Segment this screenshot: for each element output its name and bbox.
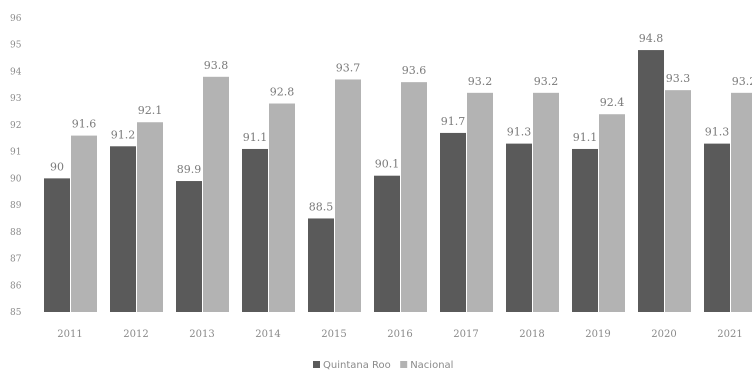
bar-nacional-2021 xyxy=(731,92,752,312)
y-axis: 85 86 87 88 89 90 91 92 93 94 95 96 xyxy=(10,14,22,318)
data-label: 91.7 xyxy=(441,115,466,128)
y-tick-label: 95 xyxy=(10,41,22,51)
bar-quintana-roo-2020 xyxy=(638,50,664,313)
bar-nacional-2015 xyxy=(335,79,361,313)
bar-nacional-2012 xyxy=(137,122,163,313)
x-tick-label: 2015 xyxy=(321,329,346,340)
data-label: 89.9 xyxy=(177,163,202,176)
bar-nacional-2020 xyxy=(665,90,691,312)
bar-quintana-roo-2014 xyxy=(242,148,268,312)
bar-nacional-2019 xyxy=(599,114,625,312)
legend-label: Quintana Roo xyxy=(323,360,391,371)
y-tick-label: 96 xyxy=(10,14,22,24)
data-label: 93.2 xyxy=(732,75,752,88)
data-label: 93.3 xyxy=(666,72,691,85)
legend-label: Nacional xyxy=(410,360,453,371)
x-tick-label: 2021 xyxy=(717,329,742,340)
data-label: 93.2 xyxy=(468,75,493,88)
data-label: 91.1 xyxy=(243,131,268,144)
data-label: 93.7 xyxy=(336,61,361,74)
data-label: 92.8 xyxy=(270,86,295,99)
y-tick-label: 93 xyxy=(10,94,22,104)
y-tick-label: 90 xyxy=(10,174,22,184)
bar-nacional-2014 xyxy=(269,103,295,312)
y-tick-label: 91 xyxy=(10,148,21,158)
bar-quintana-roo-2019 xyxy=(572,148,598,312)
bar-nacional-2016 xyxy=(401,82,427,313)
data-label: 91.3 xyxy=(507,126,532,139)
bar-quintana-roo-2017 xyxy=(440,132,466,312)
data-label: 94.8 xyxy=(639,32,664,45)
bar-quintana-roo-2012 xyxy=(110,146,136,312)
bar-quintana-roo-2016 xyxy=(374,175,400,312)
y-tick-label: 92 xyxy=(10,121,21,131)
bar-quintana-roo-2011 xyxy=(44,178,70,312)
x-tick-label: 2012 xyxy=(123,329,148,340)
y-tick-label: 88 xyxy=(10,228,22,238)
x-tick-label: 2014 xyxy=(255,329,280,340)
x-tick-label: 2013 xyxy=(189,329,214,340)
y-tick-label: 87 xyxy=(10,255,22,265)
legend-swatch-nacional xyxy=(400,361,408,368)
data-label: 90.1 xyxy=(375,158,400,171)
bar-nacional-2011 xyxy=(71,135,97,312)
y-tick-label: 86 xyxy=(10,281,22,291)
data-label: 91.1 xyxy=(573,131,598,144)
data-label: 93.8 xyxy=(204,59,229,72)
y-tick-label: 89 xyxy=(10,201,22,211)
data-label: 91.6 xyxy=(72,118,97,131)
x-tick-label: 2018 xyxy=(519,329,544,340)
x-tick-label: 2020 xyxy=(651,329,676,340)
bar-quintana-roo-2013 xyxy=(176,181,202,312)
data-label: 88.5 xyxy=(309,200,334,213)
data-label: 93.6 xyxy=(402,64,427,77)
data-label: 91.2 xyxy=(111,128,136,141)
bar-quintana-roo-2021 xyxy=(704,143,730,312)
y-tick-label: 85 xyxy=(10,308,22,318)
bar-nacional-2018 xyxy=(533,92,559,312)
data-label: 91.3 xyxy=(705,126,730,139)
data-label: 93.2 xyxy=(534,75,559,88)
bar-nacional-2017 xyxy=(467,92,493,312)
x-tick-label: 2017 xyxy=(453,329,478,340)
bar-quintana-roo-2015 xyxy=(308,218,334,312)
x-tick-label: 2019 xyxy=(585,329,610,340)
legend: Quintana Roo Nacional xyxy=(313,360,453,371)
data-label: 90 xyxy=(50,160,64,173)
bar-nacional-2013 xyxy=(203,76,229,312)
data-label: 92.4 xyxy=(600,96,625,109)
legend-swatch-quintana-roo xyxy=(313,361,320,368)
x-tick-label: 2011 xyxy=(57,329,82,340)
x-tick-label: 2016 xyxy=(387,329,412,340)
bar-quintana-roo-2018 xyxy=(506,143,532,312)
y-tick-label: 94 xyxy=(10,67,22,77)
data-label: 92.1 xyxy=(138,104,163,117)
x-axis: 2011 2012 2013 2014 2015 2016 2017 2018 2019 2020… xyxy=(57,329,742,340)
bars-group: 90 91.6 91.292.1 89.9 93.8 91.1 92.8 88.5 93.7 90… xyxy=(44,32,752,313)
